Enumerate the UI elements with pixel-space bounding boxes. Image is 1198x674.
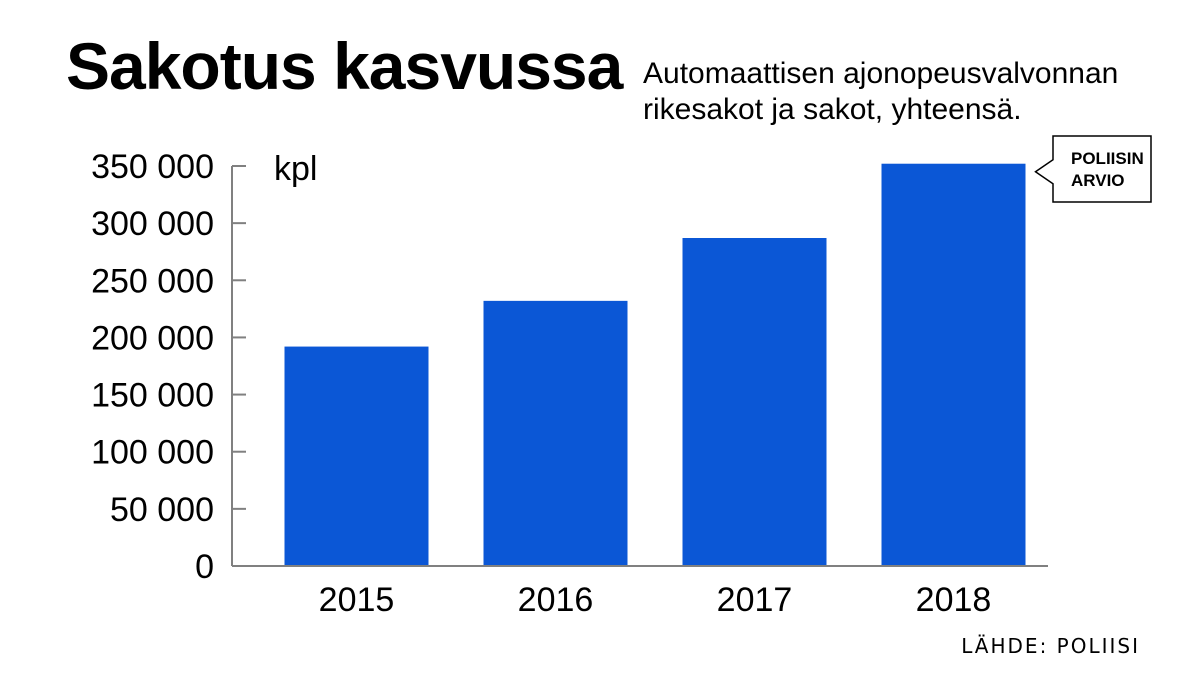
x-tick-label: 2016 <box>518 581 594 619</box>
chart-title: Sakotus kasvussa <box>66 29 623 103</box>
source-label: LÄHDE: POLIISI <box>961 634 1140 658</box>
bar-2016 <box>483 300 628 566</box>
y-tick-label: 100 000 <box>91 434 214 472</box>
annotation-callout-box <box>1034 135 1152 203</box>
y-tick-label: 150 000 <box>91 377 214 415</box>
y-tick-label: 0 <box>195 548 214 586</box>
y-tick-label: 50 000 <box>110 491 214 529</box>
annotation-text: POLIISIN <box>1071 149 1144 168</box>
bar-2017 <box>682 238 827 566</box>
x-tick-label: 2015 <box>319 581 395 619</box>
chart-subtitle: Automaattisen ajonopeusvalvonnan rikesak… <box>643 57 1119 126</box>
y-tick-label: 350 000 <box>91 148 214 186</box>
y-axis-unit-label: kpl <box>274 150 317 188</box>
bar-2015 <box>284 346 429 566</box>
x-tick-label: 2018 <box>916 581 992 619</box>
y-tick-label: 250 000 <box>91 262 214 300</box>
x-tick-label: 2017 <box>717 581 793 619</box>
y-tick-label: 300 000 <box>91 205 214 243</box>
bar-2018 <box>881 163 1026 566</box>
annotation-text: ARVIO <box>1071 171 1125 190</box>
y-tick-label: 200 000 <box>91 319 214 357</box>
